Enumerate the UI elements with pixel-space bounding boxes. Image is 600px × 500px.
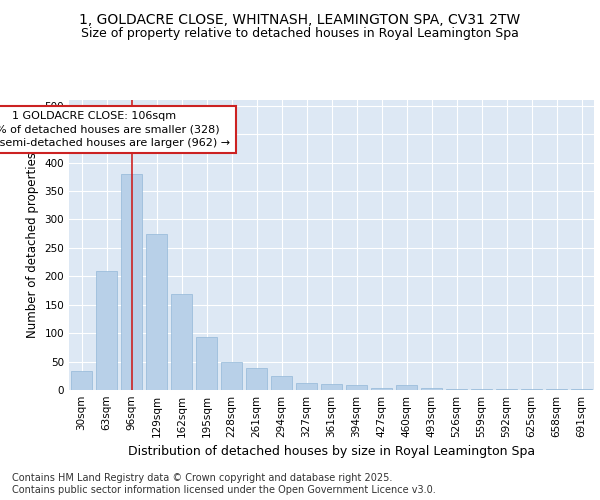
Bar: [346, 385, 367, 390]
X-axis label: Distribution of detached houses by size in Royal Leamington Spa: Distribution of detached houses by size …: [128, 446, 535, 458]
Bar: [471, 389, 492, 390]
Bar: [96, 270, 117, 390]
Bar: [371, 388, 392, 390]
Bar: [496, 389, 517, 390]
Bar: [121, 174, 142, 390]
Text: Contains HM Land Registry data © Crown copyright and database right 2025.
Contai: Contains HM Land Registry data © Crown c…: [12, 474, 436, 495]
Bar: [271, 376, 292, 390]
Bar: [446, 389, 467, 390]
Text: Size of property relative to detached houses in Royal Leamington Spa: Size of property relative to detached ho…: [81, 28, 519, 40]
Bar: [296, 382, 317, 390]
Bar: [196, 337, 217, 390]
Bar: [246, 368, 267, 390]
Bar: [146, 234, 167, 390]
Bar: [396, 386, 417, 390]
Bar: [321, 384, 342, 390]
Bar: [171, 294, 192, 390]
Text: 1, GOLDACRE CLOSE, WHITNASH, LEAMINGTON SPA, CV31 2TW: 1, GOLDACRE CLOSE, WHITNASH, LEAMINGTON …: [79, 12, 521, 26]
Bar: [71, 371, 92, 390]
Bar: [421, 388, 442, 390]
Text: 1 GOLDACRE CLOSE: 106sqm
← 25% of detached houses are smaller (328)
74% of semi-: 1 GOLDACRE CLOSE: 106sqm ← 25% of detach…: [0, 112, 230, 148]
Bar: [546, 389, 567, 390]
Y-axis label: Number of detached properties: Number of detached properties: [26, 152, 39, 338]
Bar: [221, 362, 242, 390]
